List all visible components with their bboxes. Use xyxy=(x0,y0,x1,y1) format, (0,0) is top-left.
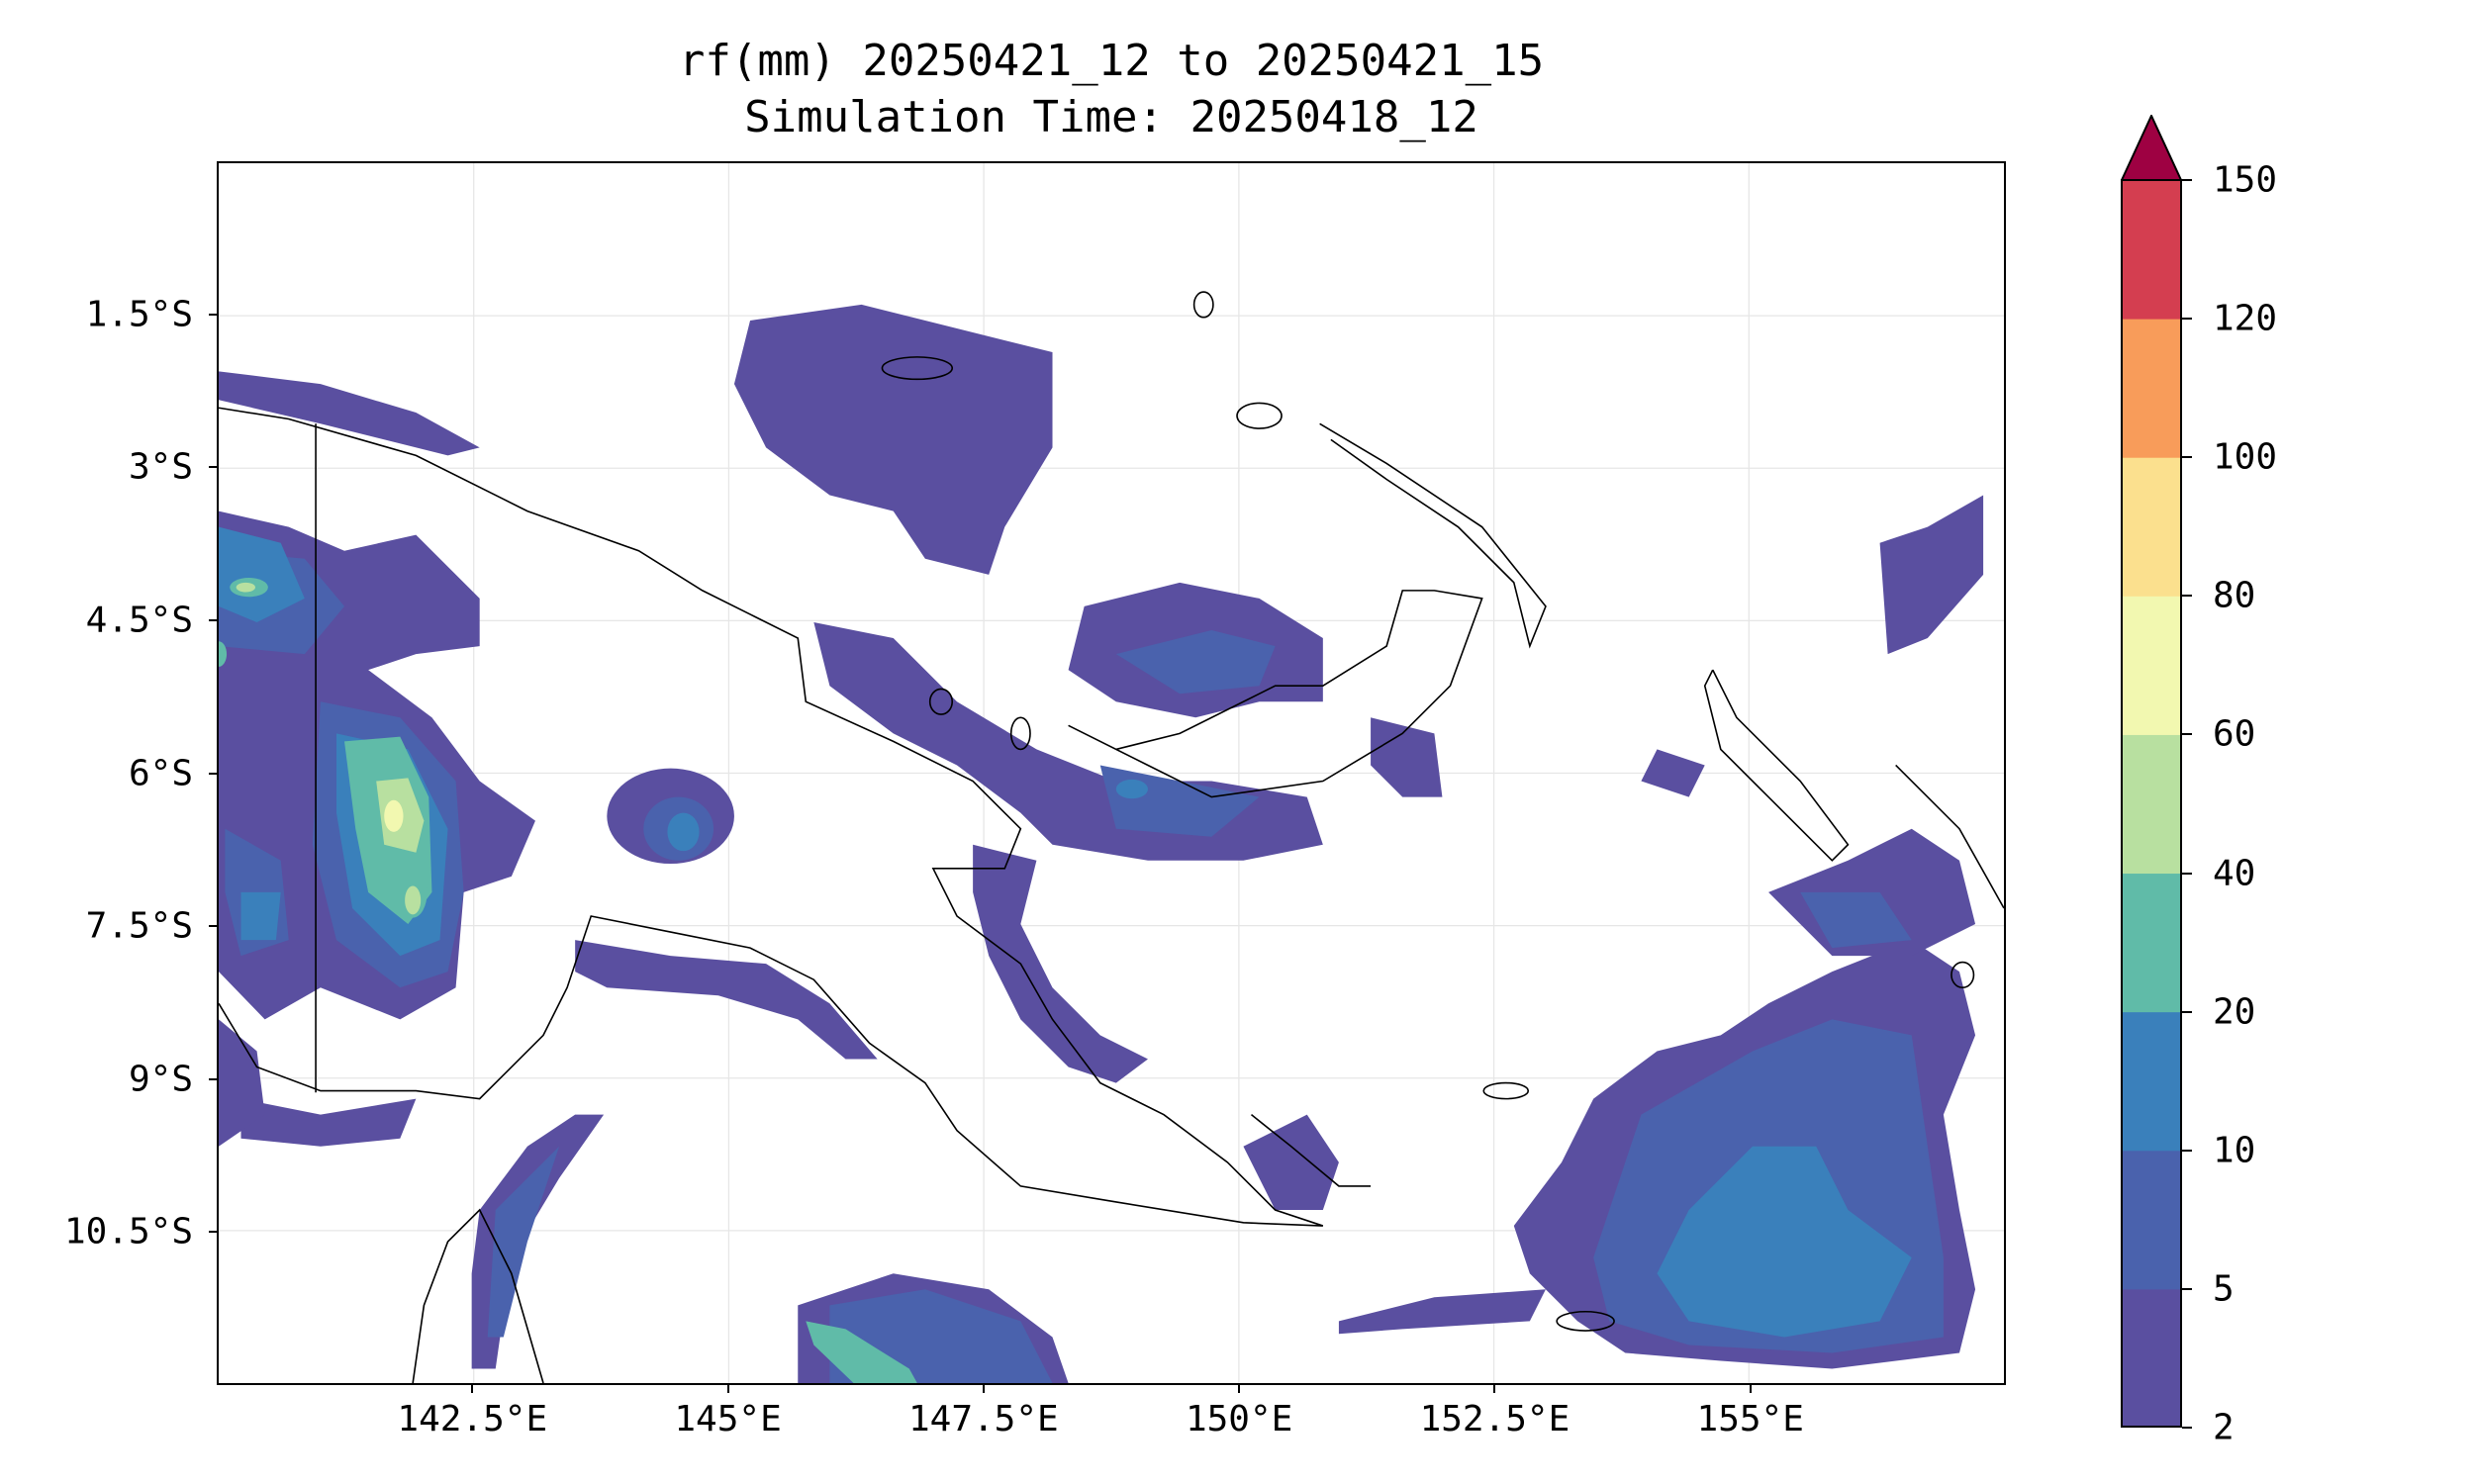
colorbar-tick-label: 150 xyxy=(2213,159,2278,201)
colorbar-segment xyxy=(2122,596,2181,735)
map-svg xyxy=(219,163,2004,1383)
y-tick-label: 10.5°S xyxy=(63,1211,193,1252)
y-tick-mark xyxy=(209,772,217,775)
x-tick-label: 150°E xyxy=(1185,1399,1293,1439)
colorbar-tick-label: 60 xyxy=(2213,713,2256,755)
y-tick-mark xyxy=(209,1231,217,1234)
map-plot-area xyxy=(217,161,2006,1385)
colorbar-tick-label: 5 xyxy=(2213,1268,2235,1310)
colorbar-tick-mark xyxy=(2182,1427,2192,1429)
colorbar-segment xyxy=(2122,319,2181,458)
colorbar-tick-mark xyxy=(2182,1010,2192,1013)
x-tick-label: 142.5°E xyxy=(397,1399,548,1439)
colorbar-segment xyxy=(2122,734,2181,875)
colorbar-tick-label: 80 xyxy=(2213,575,2256,616)
x-tick-label: 145°E xyxy=(674,1399,782,1439)
colorbar-segment xyxy=(2122,1150,2181,1290)
x-tick-mark xyxy=(1238,1385,1241,1393)
colorbar xyxy=(2121,115,2182,1428)
colorbar-tick-mark xyxy=(2182,179,2192,181)
x-tick-label: 147.5°E xyxy=(907,1399,1059,1439)
colorbar-tick-label: 10 xyxy=(2213,1130,2256,1171)
rainfall-contours xyxy=(219,304,1984,1383)
rain-level-60-80 xyxy=(384,799,404,832)
x-tick-mark xyxy=(1749,1385,1752,1393)
y-tick-label: 4.5°S xyxy=(85,600,193,641)
colorbar-tick-mark xyxy=(2182,1149,2192,1152)
colorbar-tick-mark xyxy=(2182,733,2192,736)
colorbar-tick-label: 40 xyxy=(2213,853,2256,894)
chart-subtitle: Simulation Time: 20250418_12 xyxy=(744,92,1478,142)
x-tick-mark xyxy=(1493,1385,1496,1393)
y-tick-label: 9°S xyxy=(128,1059,193,1100)
colorbar-segment xyxy=(2122,180,2181,320)
x-tick-mark xyxy=(726,1385,729,1393)
y-tick-mark xyxy=(209,313,217,316)
colorbar-extend-triangle xyxy=(2121,115,2182,181)
y-tick-label: 3°S xyxy=(128,446,193,488)
coastlines xyxy=(219,291,2004,1383)
colorbar-tick-label: 120 xyxy=(2213,298,2278,339)
colorbar-segment xyxy=(2122,1288,2181,1428)
x-tick-mark xyxy=(982,1385,985,1393)
colorbar-tick-mark xyxy=(2182,456,2192,459)
colorbar-segment xyxy=(2122,873,2181,1013)
chart-title: rf(mm) 20250421_12 to 20250421_15 xyxy=(678,36,1545,86)
x-tick-label: 152.5°E xyxy=(1419,1399,1570,1439)
y-tick-label: 6°S xyxy=(128,753,193,793)
colorbar-tick-mark xyxy=(2182,318,2192,321)
colorbar-tick-label: 100 xyxy=(2213,436,2278,478)
y-tick-mark xyxy=(209,1077,217,1080)
y-tick-mark xyxy=(209,925,217,928)
colorbar-tick-mark xyxy=(2182,595,2192,598)
y-tick-mark xyxy=(209,466,217,469)
colorbar-frame xyxy=(2121,179,2182,1428)
x-tick-label: 155°E xyxy=(1696,1399,1804,1439)
colorbar-segment xyxy=(2122,457,2181,597)
colorbar-segment xyxy=(2122,1011,2181,1152)
colorbar-tick-mark xyxy=(2182,872,2192,875)
y-tick-label: 7.5°S xyxy=(85,905,193,947)
colorbar-tick-label: 2 xyxy=(2213,1407,2235,1448)
x-tick-mark xyxy=(471,1385,474,1393)
colorbar-tick-label: 20 xyxy=(2213,991,2256,1033)
colorbar-tick-mark xyxy=(2182,1287,2192,1290)
y-tick-mark xyxy=(209,618,217,621)
y-tick-label: 1.5°S xyxy=(85,294,193,335)
